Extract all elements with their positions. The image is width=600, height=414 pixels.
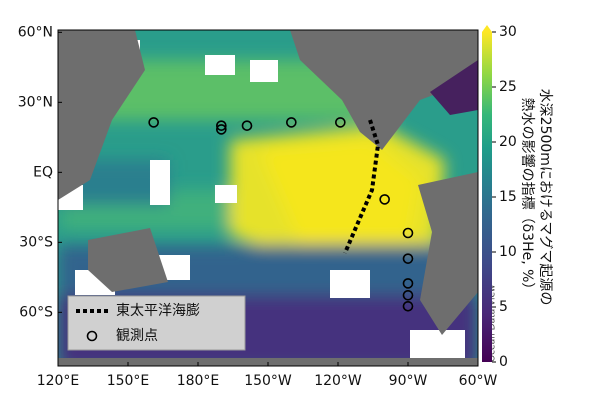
station [335, 117, 346, 128]
legend-box [67, 295, 246, 351]
station [216, 124, 227, 135]
colorbar-tick-label: 25 [499, 79, 517, 95]
y-tick-label: 30°N [18, 94, 53, 110]
station [402, 253, 414, 264]
x-tick-label: 150°W [244, 373, 292, 389]
station [402, 278, 414, 289]
colorbar-tick-label: 5 [499, 299, 508, 315]
colorbar-tick-label: 20 [499, 134, 517, 150]
legend-label: 観測点 [116, 327, 158, 344]
colorbar-tick-label: 10 [499, 244, 517, 260]
colorbar-tick-label: 30 [499, 24, 517, 40]
x-tick-label: 120°E [37, 373, 80, 389]
legend: 東太平洋海膨 観測点 [67, 295, 246, 351]
station [402, 289, 414, 301]
rise-line [343, 119, 381, 254]
x-tick-label: 150°E [107, 373, 150, 389]
y-tick-label: 60°S [19, 304, 53, 320]
station [148, 117, 159, 128]
station [402, 227, 414, 239]
x-tick-label: 120°W [314, 373, 362, 389]
map-field [58, 30, 478, 366]
colorbar-tick-label: 15 [499, 189, 517, 205]
station [286, 117, 297, 128]
colorbar-tick-label: 0 [499, 354, 508, 370]
colorbar-label: 熱水の影響の指標（δ3He, %） [519, 98, 536, 297]
colorbar-extend [482, 25, 492, 32]
watermark: Ocean Data View [488, 285, 498, 362]
y-tick-label: 30°S [19, 234, 53, 250]
legend-label: 東太平洋海膨 [116, 302, 200, 319]
x-tick-label: 60°W [459, 373, 498, 389]
x-tick-label: 180°E [177, 373, 220, 389]
x-tick-label: 90°W [389, 373, 428, 389]
station [216, 120, 227, 131]
y-tick-label: EQ [33, 164, 53, 180]
y-tick-label: 60°N [18, 24, 53, 40]
station [379, 194, 390, 205]
station [402, 300, 414, 312]
legend-marker [86, 330, 98, 342]
colorbar [482, 32, 492, 362]
station [241, 120, 253, 131]
colorbar-label: 水深2500mにおけるマグマ起源の [537, 89, 553, 306]
